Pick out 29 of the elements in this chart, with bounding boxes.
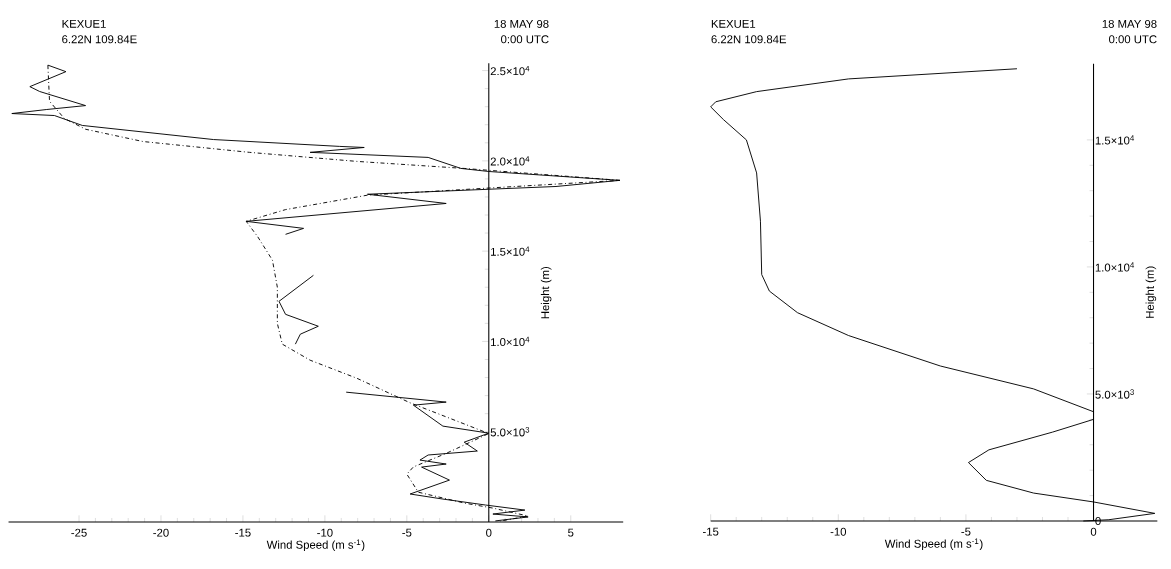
- text: 18 MAY 98: [494, 19, 549, 28]
- x-tick-label: -10: [830, 527, 847, 536]
- y-tick-label: 1.5×10$^{4}$: [491, 246, 530, 256]
- x-axis-title: Wind Speed (m s$^{-1}$): [266, 539, 365, 552]
- x-axis-title: Wind Speed (m s$^{-1}$): [884, 538, 983, 551]
- y-axis-title: Height (m): [1145, 266, 1157, 318]
- x-tick-label: -5: [961, 527, 971, 536]
- x-tick-label: -20: [153, 528, 169, 537]
- x-tick-label: -5: [402, 528, 412, 537]
- x-tick-label: -15: [702, 527, 719, 536]
- y-tick-label: 5.0×10$^{3}$: [490, 427, 530, 437]
- y-tick-label: 1.5×10$^{4}$: [1095, 135, 1135, 145]
- text: 0:00 UTC: [1109, 35, 1157, 44]
- y-tick-label: 5.0×10$^{3}$: [1095, 389, 1134, 399]
- chart-subtitle: 6.22N 109.84E: [62, 35, 137, 44]
- y-tick-label: 1.0×10$^{4}$: [1095, 262, 1135, 272]
- chart-subtitle: 6.22N 109.84E: [711, 35, 787, 44]
- y-tick-label: 2.0×10$^{4}$: [490, 156, 530, 166]
- chart-title: KEXUE1: [62, 19, 106, 28]
- chart-title: KEXUE1: [711, 19, 756, 28]
- x-tick-label: 5: [568, 528, 574, 537]
- x-tick-label: -25: [71, 528, 87, 537]
- y-axis-title: Height (m): [540, 266, 552, 319]
- x-tick-label: -15: [235, 528, 251, 537]
- text: 0:00 UTC: [501, 35, 549, 44]
- text: 18 MAY 98: [1102, 19, 1157, 28]
- y-tick-label: 2.5×10$^{4}$: [490, 65, 530, 76]
- y-tick-label: 1.0×10$^{4}$: [491, 336, 530, 347]
- x-tick-label: -10: [317, 528, 333, 537]
